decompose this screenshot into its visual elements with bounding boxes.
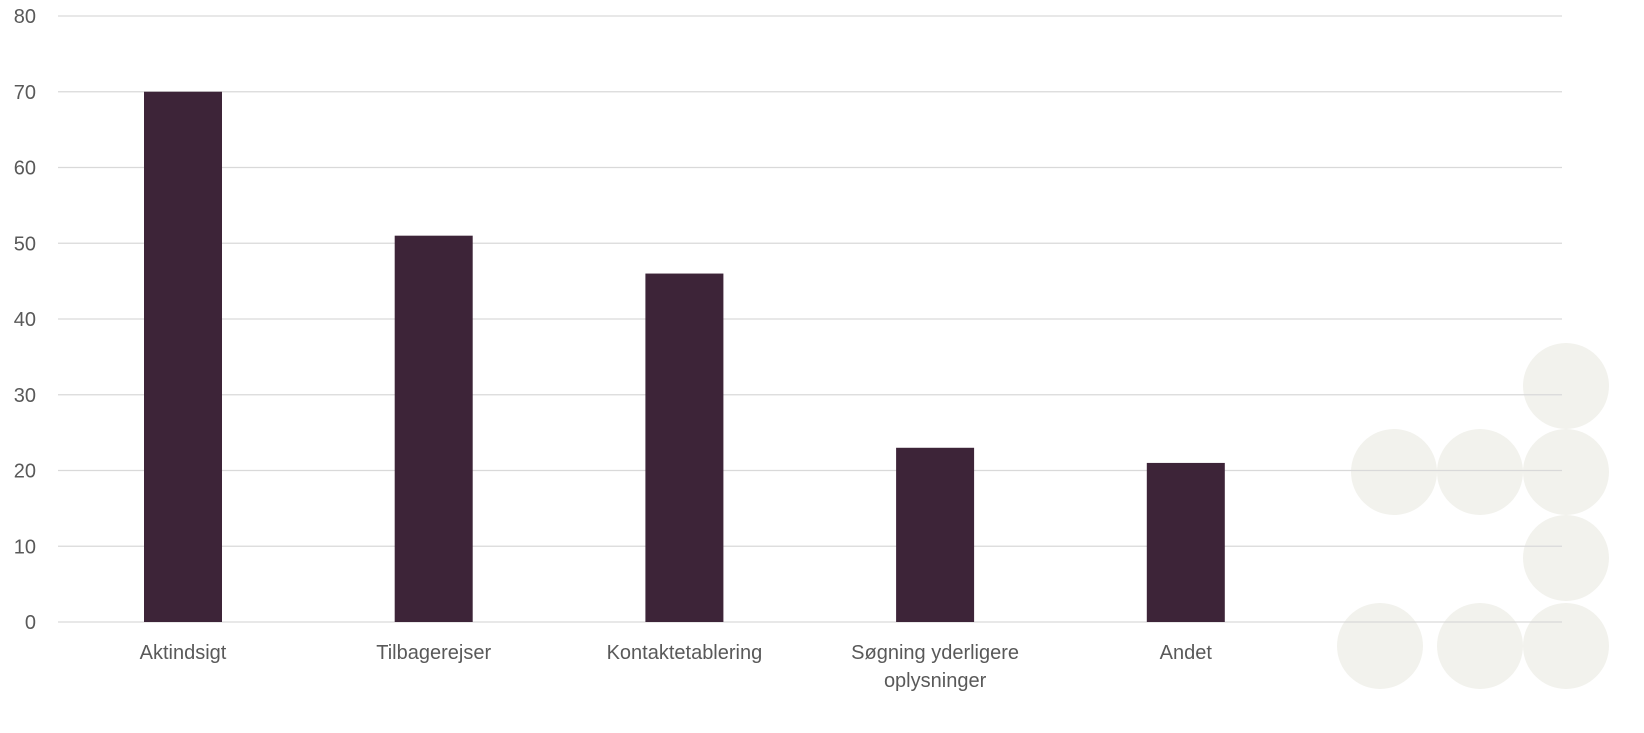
decorative-circle	[1437, 603, 1523, 689]
decorative-circle	[1337, 603, 1423, 689]
x-tick-label: Andet	[1160, 642, 1213, 664]
bar	[1146, 462, 1225, 622]
bars	[144, 91, 1225, 623]
decorative-circle	[1523, 603, 1609, 689]
gridlines	[58, 15, 1562, 623]
y-tick-label: 80	[14, 6, 36, 28]
decorative-circle	[1351, 429, 1437, 515]
bar	[394, 235, 473, 623]
y-tick-label: 30	[14, 385, 36, 407]
y-tick-label: 60	[14, 158, 36, 180]
y-tick-label: 10	[14, 536, 36, 558]
bar	[896, 447, 975, 622]
y-tick-label: 40	[14, 309, 36, 331]
y-tick-label: 70	[14, 82, 36, 104]
y-tick-label: 50	[14, 233, 36, 255]
decorative-circle	[1523, 515, 1609, 601]
x-tick-label: Kontaktetablering	[607, 642, 763, 664]
y-tick-label: 0	[25, 612, 36, 634]
x-axis-labels: Aktindsigt Tilbagerejser Kontaktetablering…	[140, 642, 1213, 692]
x-tick-label: Tilbagerejser	[376, 642, 491, 664]
y-axis-ticks: 0 10 20 30 40 50 60 70 80	[14, 6, 36, 634]
x-tick-label: Aktindsigt	[140, 642, 227, 664]
bar	[144, 91, 222, 622]
decorative-circle	[1523, 343, 1609, 429]
decorative-circle	[1437, 429, 1523, 515]
decorative-circle	[1523, 429, 1609, 515]
y-tick-label: 20	[14, 461, 36, 483]
x-tick-label: Søgning yderligere oplysninger	[851, 642, 1019, 692]
bar	[645, 273, 724, 622]
background-decoration	[1337, 343, 1609, 689]
